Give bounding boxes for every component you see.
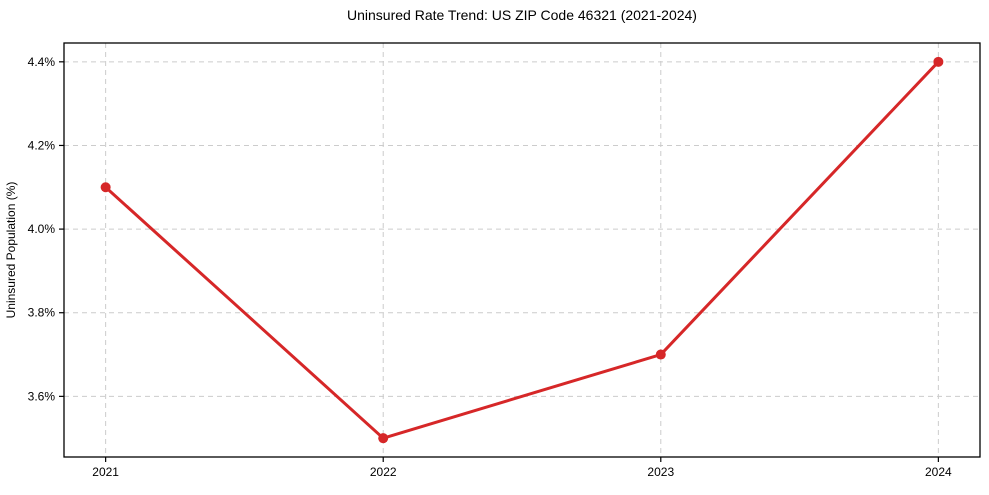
y-tick-label: 3.6% bbox=[28, 389, 56, 403]
x-tick-label: 2024 bbox=[925, 465, 952, 479]
y-tick-label: 3.8% bbox=[28, 306, 56, 320]
trend-line bbox=[104, 60, 940, 440]
axis-ticks-group bbox=[59, 61, 939, 462]
x-tick-label: 2021 bbox=[92, 465, 119, 479]
data-point-marker bbox=[100, 182, 111, 193]
x-tick-label: 2022 bbox=[370, 465, 397, 479]
y-tick-label: 4.4% bbox=[28, 55, 56, 69]
data-point-marker bbox=[655, 349, 666, 360]
plot-area-border bbox=[63, 42, 981, 458]
data-point-marker bbox=[378, 433, 389, 444]
series-group bbox=[100, 56, 944, 444]
y-tick-label: 4.0% bbox=[28, 222, 56, 236]
x-tick-label: 2023 bbox=[647, 465, 674, 479]
grid-group bbox=[64, 43, 980, 457]
chart-title: Uninsured Rate Trend: US ZIP Code 46321 … bbox=[347, 7, 697, 23]
tick-labels-group: 2021 2022 2023 2024 3.6% 3.8% 4.0% 4.2% 4.4% bbox=[28, 55, 952, 479]
data-point-marker bbox=[933, 56, 944, 67]
y-axis-label: Uninsured Population (%) bbox=[4, 182, 18, 319]
y-tick-label: 4.2% bbox=[28, 138, 56, 152]
